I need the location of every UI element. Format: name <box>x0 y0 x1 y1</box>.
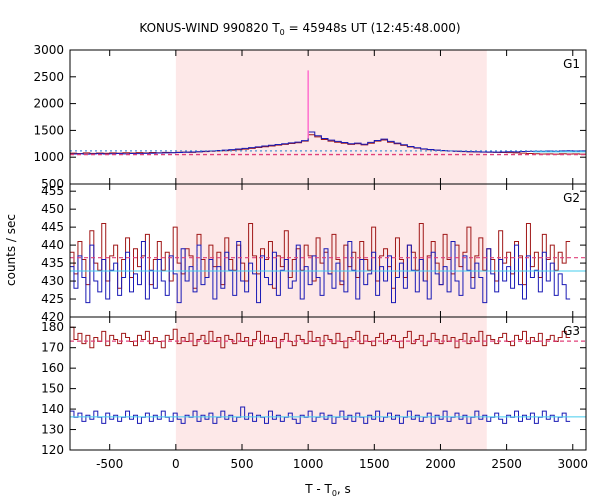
panel-g3-label: G3 <box>563 324 580 338</box>
panel-g3-series-0-step-line <box>70 326 571 349</box>
panel-g3-shade-region <box>175 317 487 450</box>
panel-g2-ytick-label: 420 <box>41 310 64 324</box>
panel-g2-ytick-label: 435 <box>41 256 64 270</box>
panel-g2-ytick-label: 455 <box>41 184 64 198</box>
panel-g2-ytick-label: 430 <box>41 274 64 288</box>
panel-g1-shade-region <box>175 50 487 184</box>
panel-g3-ytick-label: 150 <box>41 382 64 396</box>
panel-g1-label: G1 <box>563 57 580 71</box>
x-tick-label: 2000 <box>425 457 456 471</box>
panel-g1-ytick-label: 1500 <box>33 123 64 137</box>
panel-g3-frame <box>69 316 587 451</box>
panel-g1-ytick-label: 2500 <box>33 70 64 84</box>
panel-g3-ytick-label: 140 <box>41 402 64 416</box>
x-tick-label: 0 <box>172 457 180 471</box>
panel-g2-ytick-label: 450 <box>41 202 64 216</box>
x-tick-label: -500 <box>96 457 123 471</box>
panel-g1-ytick-label: 2000 <box>33 97 64 111</box>
panel-g2-label: G2 <box>563 191 580 205</box>
x-tick-label: 2500 <box>491 457 522 471</box>
panel-g3-ytick-label: 130 <box>41 423 64 437</box>
x-tick-label: 1000 <box>293 457 324 471</box>
panel-g2-shade-region <box>175 184 487 317</box>
x-tick-label: 1500 <box>359 457 390 471</box>
panel-g3-ytick-label: 120 <box>41 443 64 457</box>
y-axis-label: counts / sec <box>4 214 18 286</box>
panel-g1-series-1-step-line <box>70 131 586 155</box>
x-tick-label: 3000 <box>557 457 588 471</box>
panel-g1-ytick-label: 500 <box>41 177 64 191</box>
panel-g2-ytick-label: 440 <box>41 238 64 252</box>
chart-title: KONUS-WIND 990820 T0 = 45948s UT (12:45:… <box>139 21 460 37</box>
panel-g3-ytick-label: 160 <box>41 361 64 375</box>
panel-g2-ytick-label: 425 <box>41 292 64 306</box>
panel-g1-ytick-label: 1000 <box>33 150 64 164</box>
x-tick-label: 500 <box>231 457 254 471</box>
panel-g3-ytick-label: 180 <box>41 320 64 334</box>
panel-g3-series-1-step-line <box>70 406 571 424</box>
panel-g1-ytick-label: 3000 <box>33 43 64 57</box>
panel-g3-ytick-label: 170 <box>41 341 64 355</box>
x-axis-label: T - T0, s <box>304 482 351 498</box>
panel-g2-ytick-label: 445 <box>41 220 64 234</box>
panel-g2-series-1-step-line <box>70 241 571 304</box>
